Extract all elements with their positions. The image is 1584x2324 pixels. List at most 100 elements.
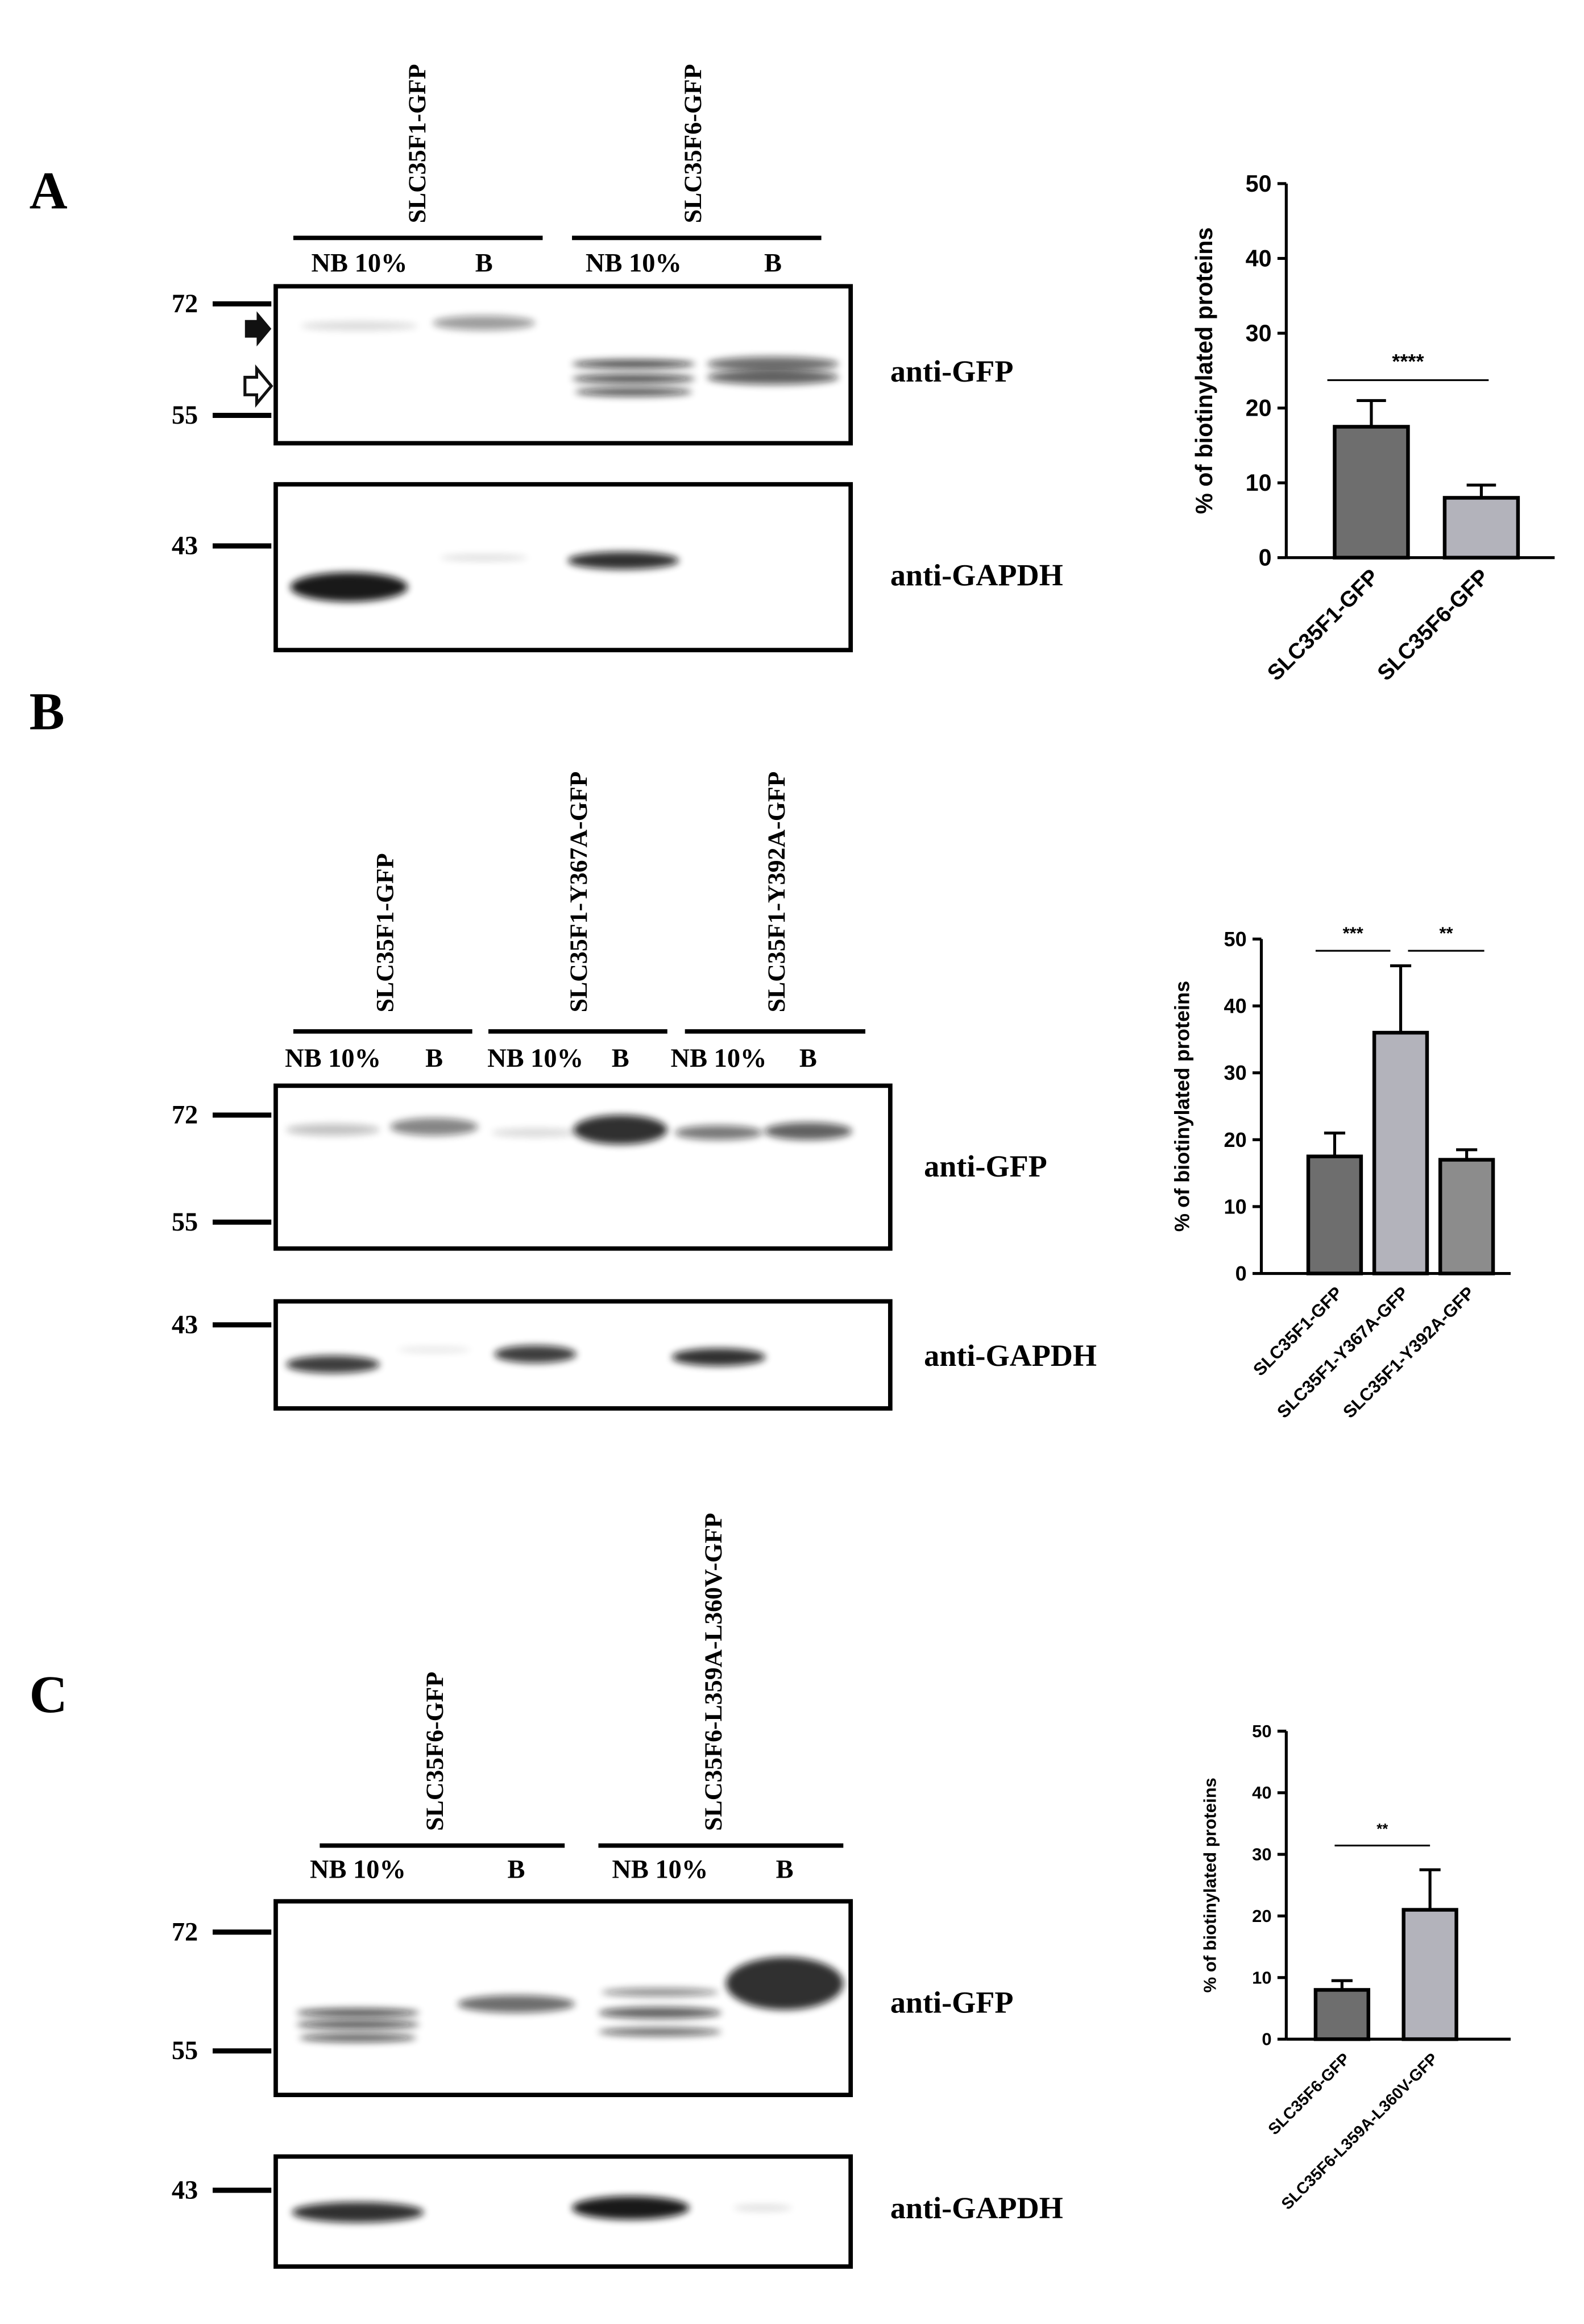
category-label: SLC35F6-GFP — [1264, 2050, 1353, 2139]
antibody-label: anti-GFP — [890, 354, 1014, 388]
band — [290, 572, 408, 602]
marker-label: 72 — [172, 1917, 198, 1946]
category-label: SLC35F1-Y367A-GFP — [1273, 1283, 1412, 1422]
sample-label: SLC35F6-GFP — [679, 64, 707, 223]
band — [439, 554, 528, 561]
y-tick-label: 30 — [1224, 1061, 1247, 1084]
marker-label: 72 — [172, 1100, 198, 1129]
antibody-label: anti-GFP — [890, 1986, 1014, 2020]
marker-label: 43 — [172, 2176, 198, 2205]
bar — [1333, 425, 1410, 560]
panel: B SLC35F1-GFP SLC35F1-Y367A-GFP SLC35F1-Y39… — [30, 683, 1097, 1411]
blot-frame — [273, 284, 853, 446]
y-tick-label: 10 — [1252, 1967, 1271, 1987]
marker-label: 55 — [172, 401, 198, 430]
band — [707, 370, 839, 385]
chart: 0 10 20 30 40 50 % of biotinylated proteins SLC… — [1200, 1721, 1511, 2214]
sample-label: SLC35F6-GFP — [421, 1672, 449, 1831]
blot-frame — [273, 1899, 853, 2098]
band — [572, 374, 695, 383]
category-label: SLC35F6-GFP — [1372, 565, 1494, 686]
y-tick-label: 10 — [1246, 470, 1272, 496]
lane-label: B — [799, 1044, 817, 1073]
y-tick-label: 20 — [1246, 395, 1272, 421]
band — [457, 1995, 575, 2013]
y-tick-label: 0 — [1259, 545, 1272, 571]
arrow-open — [243, 364, 273, 408]
marker-label: 72 — [172, 289, 198, 318]
lane-label: NB 10% — [310, 1855, 406, 1884]
blot-frame — [273, 1083, 893, 1251]
antibody-label: anti-GAPDH — [924, 1339, 1097, 1373]
band — [598, 2027, 722, 2036]
band — [286, 1124, 380, 1136]
lane-label: NB 10% — [612, 1855, 708, 1884]
category-label: SLC35F6-L359A-L360V-GFP — [1278, 2050, 1442, 2214]
y-tick-label: 50 — [1224, 927, 1247, 951]
band — [707, 357, 839, 372]
lane-label: B — [612, 1044, 629, 1073]
band — [601, 1987, 719, 1997]
marker-label: 43 — [172, 1310, 198, 1339]
sample-label: SLC35F6-L359A-L360V-GFP — [700, 1513, 727, 1830]
sample-label: SLC35F1-GFP — [371, 853, 399, 1012]
band — [733, 2205, 792, 2211]
marker-label: 55 — [172, 2036, 198, 2065]
y-axis-label: % of biotinylated proteins — [1191, 227, 1217, 514]
lane-label: B — [764, 249, 782, 278]
band — [397, 1347, 471, 1353]
lane-label: NB 10% — [586, 249, 682, 278]
y-tick-label: 20 — [1224, 1128, 1247, 1151]
antibody-label: anti-GFP — [924, 1149, 1047, 1183]
significance-label: ** — [1376, 1821, 1388, 1837]
chart: 0 10 20 30 40 50 % of biotinylated proteins SLC… — [1191, 171, 1555, 686]
band — [292, 2202, 424, 2223]
blot-frame — [273, 482, 853, 653]
y-tick-label: 0 — [1262, 2029, 1271, 2049]
band — [575, 387, 693, 396]
band — [296, 2008, 420, 2018]
band — [573, 1115, 667, 1145]
blot-frame — [273, 1299, 893, 1411]
y-axis-label: % of biotinylated proteins — [1171, 981, 1194, 1232]
lane-label: B — [425, 1044, 443, 1073]
band — [432, 316, 536, 330]
band — [572, 359, 695, 368]
lane-label: NB 10% — [285, 1044, 381, 1073]
lane-label: B — [475, 249, 493, 278]
significance-label: *** — [1343, 923, 1364, 943]
category-label: SLC35F1-Y392A-GFP — [1339, 1283, 1478, 1422]
panel: A SLC35F1-GFP SLC35F6-GFP NB 10% B NB 10% B 72 5… — [30, 64, 1063, 653]
bar — [1442, 496, 1520, 560]
y-tick-label: 50 — [1252, 1721, 1271, 1741]
lane-label: NB 10% — [671, 1044, 767, 1073]
y-tick-label: 40 — [1224, 995, 1247, 1018]
y-tick-label: 30 — [1246, 320, 1272, 346]
band — [674, 1125, 763, 1140]
band — [671, 1348, 766, 1366]
band — [764, 1122, 852, 1140]
band — [491, 1128, 579, 1137]
y-tick-label: 0 — [1235, 1262, 1247, 1285]
panel-letter: A — [30, 162, 68, 221]
band — [725, 1957, 844, 2010]
chart: 0 10 20 30 40 50 % of biotinylated proteins SLC… — [1171, 923, 1511, 1422]
marker-label: 55 — [172, 1208, 198, 1237]
panel: C SLC35F6-GFP SLC35F6-L359A-L360V-GFP NB 10… — [30, 1513, 1063, 2269]
bar — [1438, 1158, 1495, 1275]
band — [567, 552, 679, 570]
antibody-label: anti-GAPDH — [890, 2191, 1063, 2225]
blot-frame — [273, 2154, 853, 2269]
antibody-label: anti-GAPDH — [890, 558, 1063, 593]
panel-letter: B — [30, 683, 65, 741]
bar — [1313, 1988, 1371, 2041]
significance-label: ** — [1439, 923, 1453, 943]
lane-label: B — [508, 1855, 525, 1884]
lane-label: B — [776, 1855, 794, 1884]
sample-label: SLC35F1-Y392A-GFP — [763, 772, 790, 1013]
band — [296, 2020, 420, 2029]
band — [299, 2033, 417, 2043]
bar — [1306, 1154, 1363, 1275]
y-axis-label: % of biotinylated proteins — [1200, 1778, 1220, 1992]
